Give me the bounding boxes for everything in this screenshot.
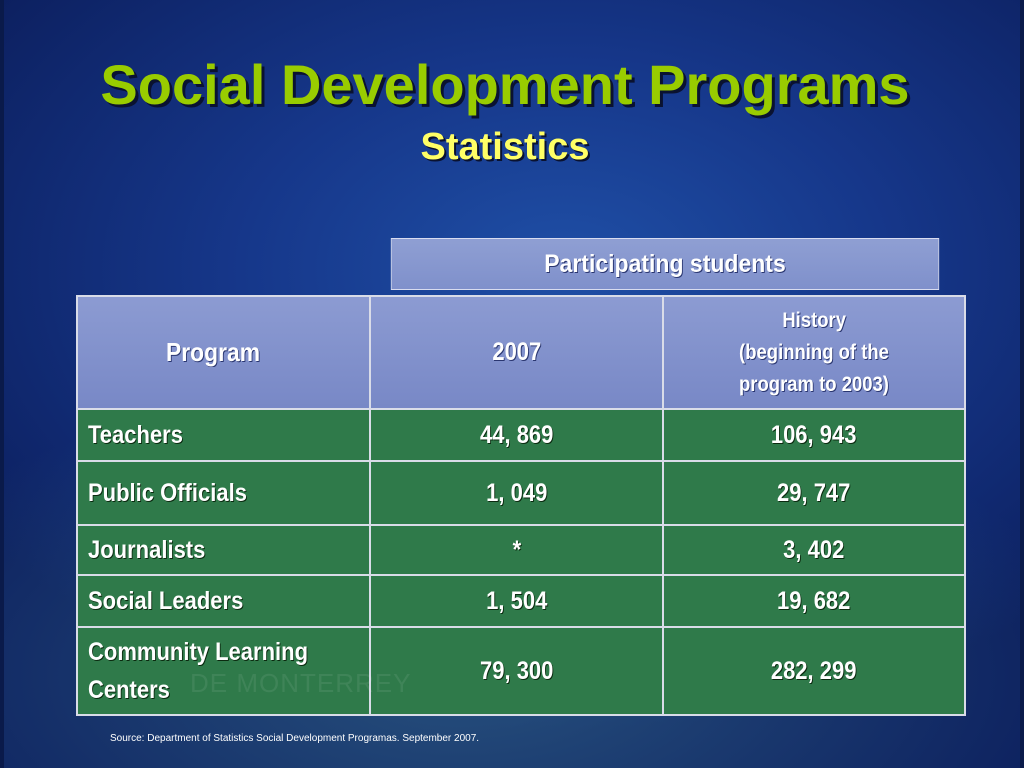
row-2007-cell: 79, 300 [369, 626, 664, 716]
row-history-cell: 106, 943 [662, 408, 966, 462]
row-program: Social Leaders [88, 586, 244, 615]
row-2007-cell: 44, 869 [369, 408, 664, 462]
row-program-cell: Public Officials [76, 460, 371, 526]
row-program-cell: Community Learning Centers [76, 626, 371, 716]
participating-students-header: Participating students [390, 238, 940, 290]
row-2007-cell: 1, 504 [369, 574, 664, 628]
header-history-title: History [782, 308, 846, 332]
row-program-cell: Journalists [76, 524, 371, 576]
row-2007-cell: 1, 049 [369, 460, 664, 526]
table-row: Journalists * 3, 402 [76, 524, 966, 576]
source-note: Source: Department of Statistics Social … [110, 733, 480, 744]
statistics-table: Program 2007 History (beginning of the p… [76, 295, 966, 716]
header-program-label: Program [166, 337, 261, 367]
row-program: Community Learning Centers [88, 638, 309, 704]
row-history-cell: 19, 682 [662, 574, 966, 628]
row-2007-value: 44, 869 [479, 420, 554, 449]
row-history-value: 282, 299 [771, 656, 857, 685]
table-row: Community Learning Centers 79, 300 282, … [76, 626, 966, 716]
row-2007-value: 1, 049 [485, 478, 548, 507]
row-history-value: 106, 943 [771, 420, 857, 449]
row-history-value: 19, 682 [777, 586, 851, 615]
table-row: Social Leaders 1, 504 19, 682 [76, 574, 966, 628]
row-history-value: 3, 402 [783, 535, 845, 564]
row-history-cell: 29, 747 [662, 460, 966, 526]
row-2007-value: 1, 504 [485, 586, 548, 615]
header-2007: 2007 [369, 295, 664, 410]
row-2007-cell: * [369, 524, 664, 576]
row-2007-value: 79, 300 [479, 656, 554, 685]
row-program: Public Officials [88, 478, 247, 507]
table-header-row: Program 2007 History (beginning of the p… [76, 295, 966, 410]
slide-title: Social Development Programs [100, 53, 910, 116]
header-history-subtitle: (beginning of the program to 2003) [739, 340, 889, 396]
row-2007-value: * [512, 535, 521, 564]
row-program-cell: Social Leaders [76, 574, 371, 628]
slide-subtitle: Statistics [420, 126, 590, 168]
table-row: Teachers 44, 869 106, 943 [76, 408, 966, 462]
header-history: History (beginning of the program to 200… [662, 295, 966, 410]
row-program-cell: Teachers [76, 408, 371, 462]
header-2007-label: 2007 [492, 338, 541, 366]
row-program: Teachers [88, 420, 183, 449]
table-row: Public Officials 1, 049 29, 747 [76, 460, 966, 526]
row-program: Journalists [88, 535, 206, 564]
row-history-cell: 282, 299 [662, 626, 966, 716]
header-program: Program [76, 295, 371, 410]
row-history-value: 29, 747 [777, 478, 851, 507]
row-history-cell: 3, 402 [662, 524, 966, 576]
